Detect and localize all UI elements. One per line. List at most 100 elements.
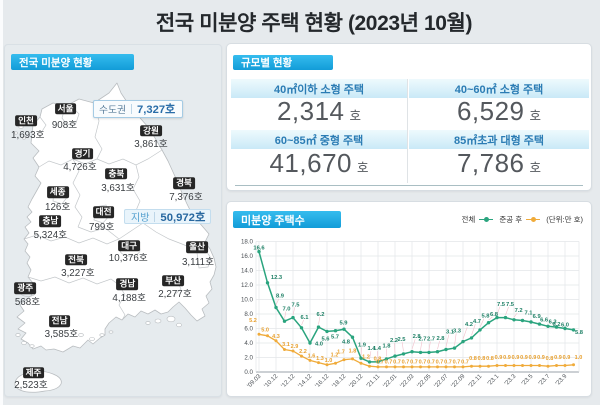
- svg-text:'23.7: '23.7: [537, 373, 552, 388]
- svg-text:12.0: 12.0: [241, 282, 254, 289]
- svg-text:1.7: 1.7: [337, 349, 345, 355]
- svg-text:2.5: 2.5: [397, 337, 406, 343]
- svg-text:'12.12: '12.12: [280, 373, 297, 390]
- svg-text:1.4: 1.4: [367, 346, 376, 352]
- svg-text:6.9: 6.9: [533, 314, 542, 320]
- svg-text:5.0: 5.0: [261, 328, 269, 334]
- svg-text:2.8: 2.8: [436, 336, 445, 342]
- svg-text:4.0: 4.0: [315, 342, 323, 348]
- svg-text:4.2: 4.2: [465, 322, 473, 328]
- svg-text:2.7: 2.7: [427, 337, 435, 343]
- svg-text:7.5: 7.5: [291, 302, 300, 308]
- svg-text:0.9: 0.9: [495, 355, 503, 361]
- svg-text:6.6: 6.6: [540, 317, 549, 323]
- svg-text:1.0: 1.0: [325, 358, 333, 364]
- svg-text:6.2: 6.2: [316, 312, 324, 318]
- svg-text:'20.12: '20.12: [348, 373, 365, 390]
- svg-text:6.1: 6.1: [300, 315, 309, 321]
- svg-text:'22.09: '22.09: [450, 373, 467, 390]
- svg-text:1.0: 1.0: [575, 355, 583, 361]
- svg-text:1.8: 1.8: [382, 344, 391, 350]
- svg-text:0.7: 0.7: [436, 360, 444, 366]
- svg-text:14.0: 14.0: [241, 268, 254, 275]
- svg-text:0.8: 0.8: [486, 356, 494, 362]
- svg-text:16.6: 16.6: [253, 245, 265, 251]
- svg-text:5.2: 5.2: [249, 318, 257, 324]
- svg-text:4.7: 4.7: [473, 319, 481, 325]
- svg-text:0.9: 0.9: [554, 355, 562, 361]
- svg-text:0.7: 0.7: [385, 360, 393, 366]
- svg-text:1.2: 1.2: [331, 353, 339, 359]
- svg-text:0.7: 0.7: [453, 360, 461, 366]
- svg-text:5.8: 5.8: [575, 330, 584, 336]
- svg-text:'10.12: '10.12: [263, 373, 280, 390]
- svg-text:'18.12: '18.12: [331, 373, 348, 390]
- svg-text:'22.01: '22.01: [382, 373, 399, 390]
- svg-text:4.0: 4.0: [244, 340, 253, 347]
- svg-text:6.2: 6.2: [552, 322, 560, 328]
- svg-text:0.7: 0.7: [419, 360, 427, 366]
- svg-text:'23.9: '23.9: [554, 373, 569, 388]
- svg-text:6.8: 6.8: [490, 312, 499, 318]
- svg-text:5.7: 5.7: [331, 334, 339, 340]
- svg-text:8.0: 8.0: [244, 311, 253, 318]
- svg-text:0.7: 0.7: [376, 360, 384, 366]
- svg-text:1.4: 1.4: [373, 346, 382, 352]
- svg-text:2.7: 2.7: [418, 337, 426, 343]
- svg-text:0.8: 0.8: [546, 356, 554, 362]
- svg-text:5.6: 5.6: [321, 337, 330, 343]
- svg-text:2.8: 2.8: [413, 334, 422, 340]
- svg-text:'22.05: '22.05: [416, 373, 433, 390]
- svg-text:2.2: 2.2: [390, 338, 398, 344]
- svg-text:'22.03: '22.03: [399, 373, 416, 390]
- svg-text:4.3: 4.3: [272, 334, 280, 340]
- svg-text:0.9: 0.9: [563, 355, 571, 361]
- svg-text:2.9: 2.9: [291, 344, 299, 350]
- svg-text:'22.11: '22.11: [467, 373, 484, 390]
- svg-text:0.7: 0.7: [461, 360, 469, 366]
- svg-text:1.6: 1.6: [308, 354, 316, 360]
- svg-text:2.0: 2.0: [244, 355, 253, 362]
- svg-text:'16.12: '16.12: [314, 373, 331, 390]
- svg-text:'21.11: '21.11: [365, 373, 382, 390]
- svg-text:10.0: 10.0: [241, 297, 254, 304]
- svg-text:12.3: 12.3: [271, 275, 283, 281]
- svg-text:7.5: 7.5: [506, 302, 515, 308]
- svg-text:0.7: 0.7: [427, 360, 435, 366]
- svg-text:0.8: 0.8: [374, 356, 382, 362]
- svg-text:0.7: 0.7: [444, 360, 452, 366]
- svg-text:1.3: 1.3: [316, 356, 324, 362]
- svg-text:2.2: 2.2: [299, 349, 307, 355]
- svg-text:7.0: 7.0: [282, 307, 290, 313]
- svg-text:'23.5: '23.5: [520, 373, 535, 388]
- svg-text:0.9: 0.9: [503, 355, 511, 361]
- svg-text:3.1: 3.1: [446, 330, 455, 336]
- svg-text:0.9: 0.9: [529, 355, 537, 361]
- svg-text:0.8: 0.8: [469, 356, 477, 362]
- svg-text:6.0: 6.0: [561, 323, 569, 329]
- svg-text:'22.07: '22.07: [433, 373, 450, 390]
- svg-text:18.0: 18.0: [241, 239, 254, 246]
- svg-text:'23.3: '23.3: [503, 373, 518, 388]
- svg-text:0.9: 0.9: [537, 355, 545, 361]
- svg-text:0.7: 0.7: [402, 360, 410, 366]
- svg-text:0.7: 0.7: [393, 360, 401, 366]
- svg-text:0.7: 0.7: [410, 360, 418, 366]
- svg-text:4.8: 4.8: [342, 339, 351, 345]
- svg-text:'14.12: '14.12: [297, 373, 314, 390]
- svg-text:3.1: 3.1: [282, 342, 290, 348]
- svg-text:16.0: 16.0: [241, 253, 254, 260]
- svg-text:6.3: 6.3: [549, 320, 558, 326]
- svg-text:0.0: 0.0: [244, 369, 253, 376]
- svg-text:7.1: 7.1: [524, 311, 533, 317]
- svg-text:1.8: 1.8: [349, 349, 357, 355]
- svg-text:7.5: 7.5: [497, 302, 506, 308]
- svg-text:7.2: 7.2: [515, 308, 523, 314]
- svg-text:5.9: 5.9: [339, 321, 348, 327]
- svg-text:1.2: 1.2: [362, 355, 370, 361]
- svg-text:5.8: 5.8: [481, 314, 490, 320]
- svg-text:1.9: 1.9: [358, 342, 367, 348]
- svg-text:0.9: 0.9: [520, 355, 528, 361]
- svg-text:6.0: 6.0: [244, 326, 253, 333]
- svg-text:0.9: 0.9: [512, 355, 520, 361]
